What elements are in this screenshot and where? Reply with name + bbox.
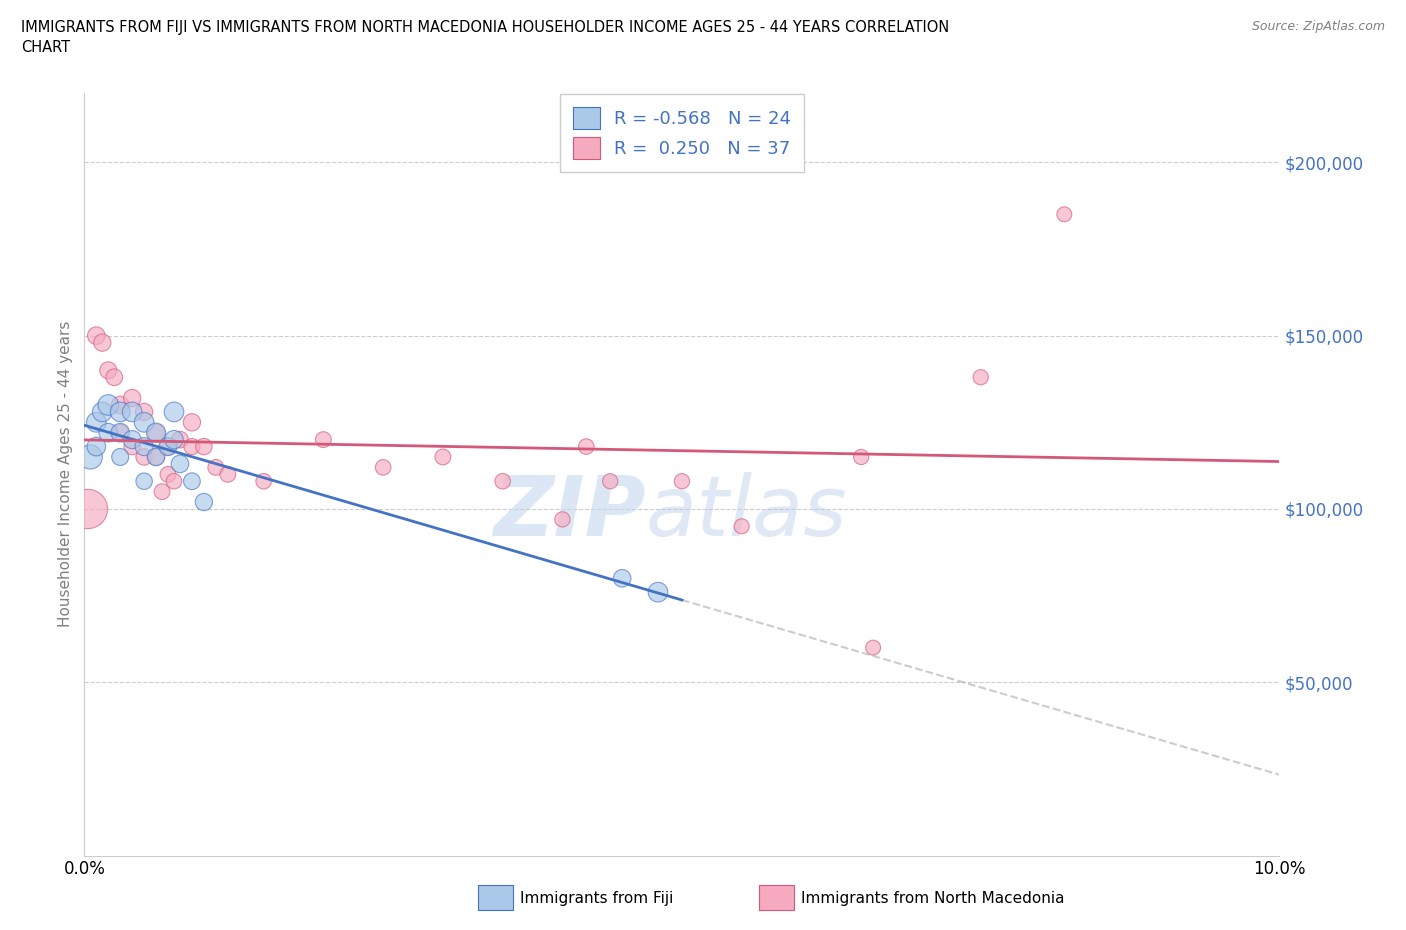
- Point: [132, 415, 156, 430]
- Point: [181, 439, 204, 454]
- Point: [77, 501, 100, 516]
- Point: [551, 512, 574, 526]
- Point: [145, 425, 167, 440]
- Point: [731, 519, 754, 534]
- Text: Source: ZipAtlas.com: Source: ZipAtlas.com: [1251, 20, 1385, 33]
- FancyBboxPatch shape: [478, 885, 513, 910]
- Point: [169, 432, 191, 447]
- Point: [110, 405, 132, 419]
- Point: [86, 439, 108, 454]
- Point: [110, 397, 132, 412]
- Point: [163, 432, 186, 447]
- Y-axis label: Householder Income Ages 25 - 44 years: Householder Income Ages 25 - 44 years: [58, 321, 73, 628]
- Point: [671, 473, 693, 488]
- Point: [145, 449, 167, 464]
- Point: [432, 449, 454, 464]
- Legend: R = -0.568   N = 24, R =  0.250   N = 37: R = -0.568 N = 24, R = 0.250 N = 37: [560, 95, 804, 172]
- Point: [157, 467, 180, 482]
- Point: [110, 425, 132, 440]
- Point: [132, 405, 156, 419]
- Point: [492, 473, 515, 488]
- Point: [103, 370, 125, 385]
- Point: [86, 415, 108, 430]
- Point: [163, 405, 186, 419]
- Point: [181, 415, 204, 430]
- Point: [205, 460, 228, 475]
- Point: [110, 449, 132, 464]
- Point: [91, 335, 114, 350]
- Point: [647, 585, 669, 600]
- Text: ZIP: ZIP: [494, 472, 647, 553]
- Point: [121, 405, 143, 419]
- Point: [157, 439, 180, 454]
- Point: [121, 391, 143, 405]
- Point: [612, 571, 634, 586]
- Point: [110, 425, 132, 440]
- Text: CHART: CHART: [21, 40, 70, 55]
- FancyBboxPatch shape: [759, 885, 794, 910]
- Point: [97, 363, 120, 378]
- Point: [157, 439, 180, 454]
- Point: [132, 473, 156, 488]
- Point: [599, 473, 621, 488]
- Point: [97, 397, 120, 412]
- Point: [575, 439, 598, 454]
- Point: [145, 449, 167, 464]
- Point: [253, 473, 276, 488]
- Point: [193, 439, 215, 454]
- Point: [163, 473, 186, 488]
- Point: [91, 405, 114, 419]
- Point: [169, 457, 191, 472]
- Point: [1053, 206, 1076, 221]
- Point: [150, 485, 173, 499]
- Point: [121, 432, 143, 447]
- Text: Immigrants from North Macedonia: Immigrants from North Macedonia: [801, 891, 1064, 906]
- Point: [86, 328, 108, 343]
- Point: [121, 439, 143, 454]
- Point: [970, 370, 993, 385]
- Point: [851, 449, 873, 464]
- Point: [193, 495, 215, 510]
- Point: [217, 467, 239, 482]
- Point: [181, 473, 204, 488]
- Point: [132, 439, 156, 454]
- Point: [862, 640, 884, 655]
- Point: [132, 449, 156, 464]
- Point: [312, 432, 335, 447]
- Text: atlas: atlas: [647, 472, 848, 553]
- Point: [79, 449, 101, 464]
- Text: Immigrants from Fiji: Immigrants from Fiji: [520, 891, 673, 906]
- Point: [97, 425, 120, 440]
- Point: [145, 425, 167, 440]
- Text: IMMIGRANTS FROM FIJI VS IMMIGRANTS FROM NORTH MACEDONIA HOUSEHOLDER INCOME AGES : IMMIGRANTS FROM FIJI VS IMMIGRANTS FROM …: [21, 20, 949, 35]
- Point: [373, 460, 395, 475]
